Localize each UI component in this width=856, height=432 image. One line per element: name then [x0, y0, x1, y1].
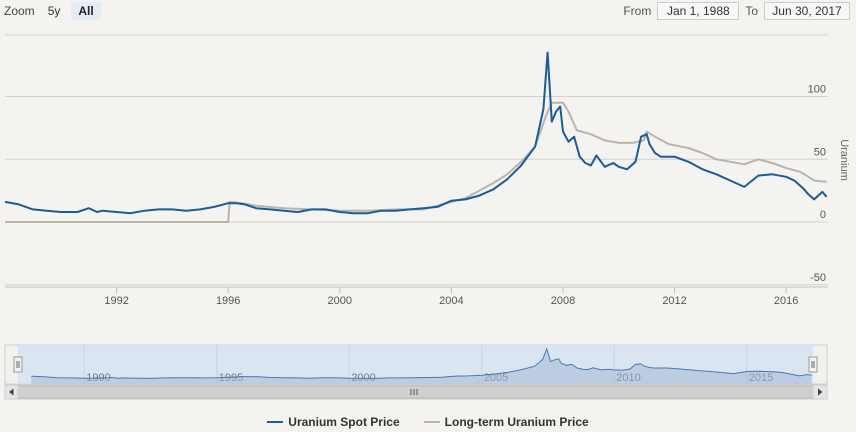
zoom-all-button[interactable]: All — [71, 2, 101, 20]
y-tick-label: 0 — [820, 209, 826, 221]
legend: Uranium Spot Price Long-term Uranium Pri… — [0, 415, 856, 429]
from-date-input[interactable]: Jan 1, 1988 — [657, 2, 740, 20]
y-axis-title: Uranium — [838, 139, 850, 181]
zoom-control: Zoom 5y All — [4, 2, 105, 20]
navigator-left-handle[interactable] — [13, 356, 23, 373]
x-tick-label: 2004 — [439, 295, 463, 307]
x-tick-label: 2012 — [662, 295, 686, 307]
navigator-series-line — [31, 347, 812, 379]
navigator-series-area — [31, 348, 812, 384]
legend-label-spot: Uranium Spot Price — [288, 415, 400, 429]
scroll-right-arrow-icon — [818, 388, 823, 396]
y-tick-label: -50 — [810, 272, 826, 284]
price-chart: 100 50 0 -50 1992 1996 2000 2004 2008 2012 2016 Ura… — [4, 34, 850, 400]
y-tick-label: 100 — [808, 84, 826, 96]
legend-item-long-term[interactable]: Long-term Uranium Price — [423, 415, 589, 429]
x-tick-label: 2000 — [328, 295, 352, 307]
x-tick-label: 2016 — [774, 295, 798, 307]
legend-swatch-long-term — [423, 421, 440, 423]
x-tick-label: 1996 — [216, 295, 240, 307]
legend-swatch-spot — [267, 421, 284, 423]
series-line-spot — [4, 51, 828, 215]
navigator-right-handle[interactable] — [808, 356, 818, 373]
from-label: From — [623, 4, 652, 18]
zoom-5y-button[interactable]: 5y — [47, 4, 61, 18]
legend-label-long-term: Long-term Uranium Price — [444, 415, 589, 429]
y-tick-label: 50 — [814, 146, 826, 158]
x-tick-label: 1992 — [104, 295, 128, 307]
zoom-label: Zoom — [4, 4, 35, 18]
x-tick-label: 2008 — [551, 295, 575, 307]
scroll-left-arrow-icon — [9, 388, 14, 396]
legend-item-spot[interactable]: Uranium Spot Price — [267, 415, 400, 429]
date-range-selector: From Jan 1, 1988 To Jun 30, 2017 — [617, 0, 856, 22]
to-label: To — [745, 4, 758, 18]
series-line-long-term — [5, 101, 827, 223]
navigator-scrollbar-thumb[interactable] — [17, 385, 814, 399]
to-date-input[interactable]: Jun 30, 2017 — [764, 2, 850, 20]
